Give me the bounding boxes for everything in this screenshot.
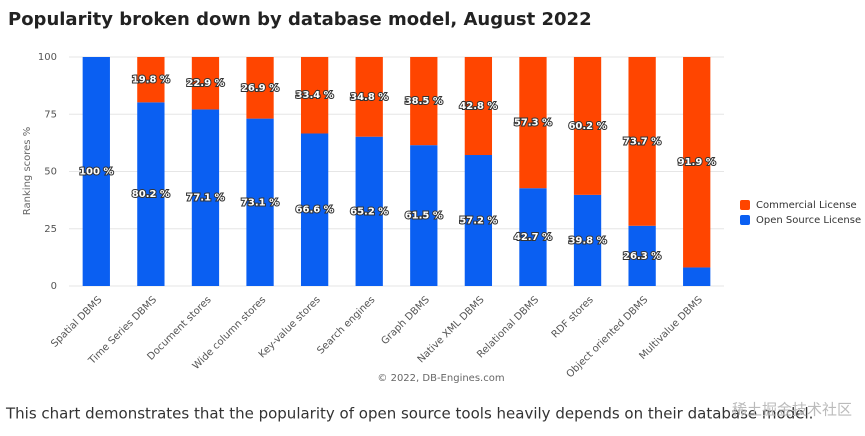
bar-segment <box>137 57 165 103</box>
data-label: 65.2 % <box>350 206 388 217</box>
data-label: 26.3 % <box>623 251 661 262</box>
data-label: 61.5 % <box>405 211 443 222</box>
bar-segment <box>246 118 274 286</box>
bar-segment <box>355 57 383 137</box>
y-tick-label: 75 <box>44 109 57 120</box>
legend-label: Open Source License <box>756 215 861 226</box>
data-label: 42.7 % <box>514 232 552 243</box>
chart-title: Popularity broken down by database model… <box>8 9 592 30</box>
x-tick-label: Spatial DBMS <box>49 294 104 349</box>
data-label: 73.1 % <box>241 197 279 208</box>
credit: © 2022, DB-Engines.com <box>377 373 504 384</box>
bar-segment <box>191 57 220 110</box>
bar-segment <box>137 102 165 286</box>
bar-segment <box>300 57 329 134</box>
x-tick-label: Graph DBMS <box>379 294 432 347</box>
bar-segment <box>519 57 547 189</box>
data-label: 33.4 % <box>296 90 334 101</box>
data-label: 73.7 % <box>623 136 661 147</box>
bar-segment <box>82 57 110 286</box>
x-tick-label: Key-value stores <box>257 294 323 360</box>
bar-segment <box>573 57 602 195</box>
data-label: 42.8 % <box>459 101 497 112</box>
y-tick-label: 0 <box>51 281 57 292</box>
legend-swatch <box>740 200 750 210</box>
bar-segment <box>464 57 493 156</box>
bar-segment <box>410 145 438 286</box>
legend-label: Commercial License <box>756 200 857 211</box>
x-tick-label: Search engines <box>315 294 377 356</box>
data-label: 77.1 % <box>186 193 224 204</box>
bar-segment <box>683 267 711 286</box>
data-label: 22.9 % <box>186 78 224 89</box>
bar-segment <box>573 194 602 286</box>
bar-segment <box>628 225 656 286</box>
y-tick-label: 50 <box>44 167 57 178</box>
caption: This chart demonstrates that the popular… <box>5 405 813 423</box>
data-label: 57.2 % <box>459 216 497 227</box>
data-label: 91.9 % <box>678 157 716 168</box>
x-tick-label: RDF stores <box>550 294 596 340</box>
data-label: 66.6 % <box>296 205 334 216</box>
data-label: 34.8 % <box>350 92 388 103</box>
bar-segment <box>519 188 547 286</box>
data-label: 26.9 % <box>241 83 279 94</box>
data-label: 38.5 % <box>405 96 443 107</box>
data-label: 19.8 % <box>132 75 170 86</box>
watermark: 稀土掘金技术社区 <box>732 401 852 419</box>
y-tick-label: 100 <box>38 52 57 63</box>
bar-segment <box>410 57 438 146</box>
data-label: 39.8 % <box>568 235 606 246</box>
bar-segment <box>628 57 656 226</box>
bar-segment <box>464 155 493 286</box>
bar-segment <box>246 57 274 119</box>
data-label: 80.2 % <box>132 189 170 200</box>
data-label: 60.2 % <box>568 121 606 132</box>
bar-segment <box>191 109 220 286</box>
bar-segment <box>300 133 329 286</box>
bar-segment <box>683 57 711 268</box>
data-label: 100 % <box>79 167 113 178</box>
y-tick-label: 25 <box>44 224 57 235</box>
x-tick-label: Relational DBMS <box>475 294 541 360</box>
data-label: 57.3 % <box>514 118 552 129</box>
bar-segment <box>355 136 383 286</box>
y-axis-label: Ranking scores % <box>22 127 33 215</box>
legend-swatch <box>740 215 750 225</box>
